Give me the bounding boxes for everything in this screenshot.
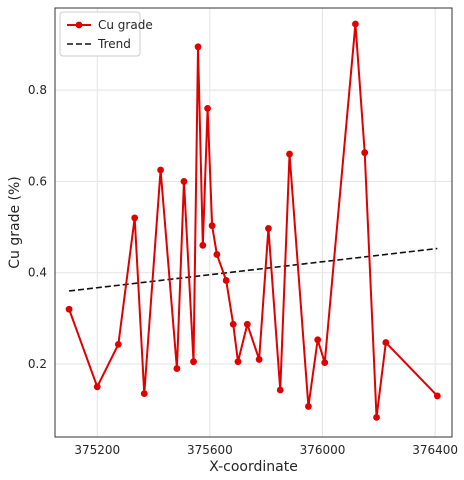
cu-grade-point bbox=[352, 20, 359, 28]
cu-grade-point bbox=[305, 403, 312, 410]
cu-grade-point bbox=[114, 340, 122, 348]
cu-grade-point bbox=[321, 359, 329, 367]
cu-grade-line bbox=[68, 22, 439, 419]
cu-grade-point bbox=[65, 305, 73, 313]
y-axis-ticks: 0.2 0.4 0.6 0.8 bbox=[28, 83, 47, 371]
y-tick-label: 0.2 bbox=[28, 357, 47, 371]
legend-label-trend: Trend bbox=[97, 37, 131, 51]
cu-grade-point bbox=[361, 149, 369, 157]
cu-grade-point bbox=[140, 390, 148, 398]
cu-grade-point bbox=[433, 392, 441, 400]
cu-grade-point bbox=[157, 166, 164, 174]
legend-label-cu-grade: Cu grade bbox=[98, 18, 153, 32]
cu-grade-point bbox=[243, 320, 251, 328]
series bbox=[65, 20, 441, 421]
cu-grade-point bbox=[255, 356, 263, 363]
cu-grade-point bbox=[199, 241, 207, 249]
cu-grade-point bbox=[180, 178, 188, 185]
cu-grade-point bbox=[204, 105, 212, 112]
y-axis-label: Cu grade (%) bbox=[7, 176, 23, 269]
cu-grade-point bbox=[234, 358, 242, 366]
x-tick-label: 375200 bbox=[74, 443, 120, 457]
cu-grade-point bbox=[229, 320, 237, 328]
cu-grade-point bbox=[382, 339, 390, 346]
y-tick-label: 0.8 bbox=[28, 83, 47, 97]
cu-grade-point bbox=[373, 413, 380, 421]
cu-grade-point bbox=[194, 43, 202, 51]
legend-marker-cu-grade bbox=[75, 21, 83, 29]
x-axis-ticks: 375200 375600 376000 376400 bbox=[74, 443, 458, 457]
cu-grade-point bbox=[173, 365, 181, 372]
cu-grade-point bbox=[93, 383, 101, 391]
plot-frame bbox=[54, 7, 453, 438]
cu-grade-point bbox=[190, 358, 197, 366]
cu-grade-point bbox=[265, 225, 272, 232]
y-tick-label: 0.4 bbox=[28, 266, 47, 280]
cu-grade-point bbox=[208, 222, 216, 230]
trend-line bbox=[68, 247, 438, 292]
x-axis-label: X-coordinate bbox=[209, 459, 298, 475]
grid bbox=[55, 8, 452, 437]
cu-grade-point bbox=[286, 150, 293, 158]
x-tick-label: 375600 bbox=[187, 443, 233, 457]
cu-grade-point bbox=[213, 251, 221, 258]
cu-grade-point bbox=[314, 336, 322, 344]
y-tick-label: 0.6 bbox=[28, 174, 47, 188]
x-tick-label: 376000 bbox=[300, 443, 346, 457]
legend: Cu grade Trend bbox=[59, 11, 153, 57]
cu-grade-point bbox=[276, 386, 284, 394]
cu-grade-point bbox=[131, 214, 139, 222]
x-tick-label: 376400 bbox=[412, 443, 458, 457]
cu-grade-point bbox=[222, 277, 230, 284]
